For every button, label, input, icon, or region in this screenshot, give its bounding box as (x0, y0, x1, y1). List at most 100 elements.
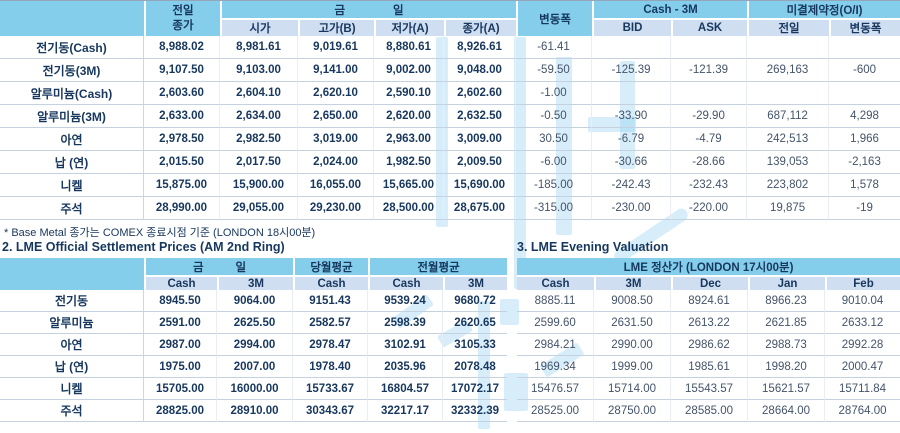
table-cell (592, 36, 672, 59)
table-cell: 1998.20 (748, 356, 826, 378)
corner-header (0, 258, 144, 290)
row-label: 알루미늄(Cash) (0, 82, 144, 105)
table-cell: 8,988.02 (144, 36, 220, 59)
table-cell: 2,620.00 (374, 105, 444, 128)
top-price-table: 전일 종가 금 일 변동폭 Cash - 3M 미결제약정(O/I) 시가 고가… (0, 1, 900, 220)
table-cell: 28764.00 (825, 400, 900, 422)
table-cell: 2,017.50 (220, 151, 298, 174)
table-cell: -30.66 (592, 151, 672, 174)
col-header-cash: Cash (517, 275, 595, 290)
table-cell (671, 82, 748, 105)
table-cell: 15705.00 (144, 378, 217, 400)
table-row: 2599.60 2631.50 2613.22 2621.85 2633.12 (517, 312, 900, 334)
table-cell: 242,513 (747, 128, 830, 151)
table-row: 1969.34 1999.00 1985.61 1998.20 2000.47 (517, 356, 900, 378)
row-label: 아연 (0, 334, 144, 356)
table-cell: -125.39 (592, 59, 672, 82)
table-cell: 9,002.00 (374, 59, 444, 82)
table-cell: 2631.50 (594, 312, 672, 334)
table-cell: 2078.48 (443, 356, 508, 378)
col-header-prev-close: 전일 종가 (144, 1, 220, 36)
row-label: 주석 (0, 400, 144, 422)
col-header-today: 금 일 (144, 258, 293, 275)
table-cell: 28,675.00 (444, 197, 517, 220)
settlement-table: 금 일 당월평균 전월평균 Cash 3M Cash Cash 3M (0, 258, 508, 422)
table-cell: 9,019.61 (298, 36, 374, 59)
table-cell: -6.00 (516, 151, 593, 174)
row-label: 니켈 (0, 378, 144, 400)
table-cell: 2987.00 (144, 334, 217, 356)
table-cell: -33.90 (592, 105, 672, 128)
table-cell: 15,900.00 (220, 174, 298, 197)
col-header-prev-cash: Cash (368, 275, 443, 290)
table-cell: 28,990.00 (144, 197, 220, 220)
table-cell: 1978.40 (293, 356, 368, 378)
table-cell: 1,578 (829, 174, 900, 197)
table-cell: 9,141.00 (298, 59, 374, 82)
row-label: 납 (연) (0, 151, 144, 174)
row-label: 주석 (0, 197, 144, 220)
col-header-close: 종가(A) (444, 18, 517, 36)
col-header-3m: 3M (594, 275, 672, 290)
table-cell: -230.00 (592, 197, 672, 220)
table-cell: 32332.39 (443, 400, 508, 422)
table-row: 니켈 15,875.00 15,900.00 16,055.00 15,665.… (0, 174, 900, 197)
table-cell: 32217.17 (368, 400, 443, 422)
table-cell: 2035.96 (368, 356, 443, 378)
table-cell: 2625.50 (217, 312, 293, 334)
footnote: * Base Metal 종가는 COMEX 종료시점 기준 (LONDON 1… (4, 227, 316, 239)
table-cell: 2,634.00 (220, 105, 298, 128)
col-header-jan: Jan (748, 275, 826, 290)
section2-title: 2. LME Official Settlement Prices (AM 2n… (2, 240, 285, 254)
col-header-oi-prev: 전일 (747, 18, 830, 36)
table-cell: 15621.57 (748, 378, 826, 400)
table-cell: 2,978.50 (144, 128, 220, 151)
table-cell (671, 36, 748, 59)
table-cell: -2,163 (829, 151, 900, 174)
table-cell: -19 (829, 197, 900, 220)
table-row: 주석 28825.00 28910.00 30343.67 32217.17 3… (0, 400, 508, 422)
table-cell: 3105.33 (443, 334, 508, 356)
table-cell: 28,500.00 (374, 197, 444, 220)
table-cell: 8,926.61 (444, 36, 517, 59)
table-cell: 9,048.00 (444, 59, 517, 82)
table-cell: 2591.00 (144, 312, 217, 334)
table-cell: -28.66 (671, 151, 748, 174)
table-cell: 2978.47 (293, 334, 368, 356)
table-cell: 29,055.00 (220, 197, 298, 220)
table-cell: 2,633.00 (144, 105, 220, 128)
col-header-oi-change: 변동폭 (829, 18, 900, 36)
col-header-low: 저가(A) (374, 18, 444, 36)
col-header-feb: Feb (825, 275, 900, 290)
row-label: 전기동(Cash) (0, 36, 144, 59)
table-cell: -61.41 (516, 36, 593, 59)
table-cell: -1.00 (516, 82, 593, 105)
table-cell: 2,024.00 (298, 151, 374, 174)
section3-title: 3. LME Evening Valuation (517, 240, 669, 254)
table-cell: 9064.00 (217, 290, 293, 312)
table-cell (747, 36, 830, 59)
table-cell: 28750.00 (594, 400, 672, 422)
table-cell: 8966.23 (748, 290, 826, 312)
col-header-lme-settlement: LME 정산가 (LONDON 17시00분) (517, 258, 900, 275)
table-cell: 223,802 (747, 174, 830, 197)
table-cell: -185.00 (516, 174, 593, 197)
table-cell: 19,875 (747, 197, 830, 220)
table-cell (829, 82, 900, 105)
table-cell: 2621.85 (748, 312, 826, 334)
col-header-month-avg: 당월평균 (293, 258, 368, 275)
table-cell: 2992.28 (825, 334, 900, 356)
table-cell: 3102.91 (368, 334, 443, 356)
table-row: 납 (연) 2,015.50 2,017.50 2,024.00 1,982.5… (0, 151, 900, 174)
table-row: 아연 2,978.50 2,982.50 3,019.00 2,963.00 3… (0, 128, 900, 151)
row-label: 전기동 (0, 290, 144, 312)
section-titles: 2. LME Official Settlement Prices (AM 2n… (0, 239, 900, 258)
table-row: 전기동(Cash) 8,988.02 8,981.61 9,019.61 8,8… (0, 36, 900, 59)
table-cell: 2988.73 (748, 334, 826, 356)
table-cell: 2,982.50 (220, 128, 298, 151)
table-cell: 2613.22 (671, 312, 749, 334)
table-cell: 2984.21 (517, 334, 595, 356)
col-header-cash-3m: Cash - 3M (592, 1, 748, 18)
table-cell: 139,053 (747, 151, 830, 174)
